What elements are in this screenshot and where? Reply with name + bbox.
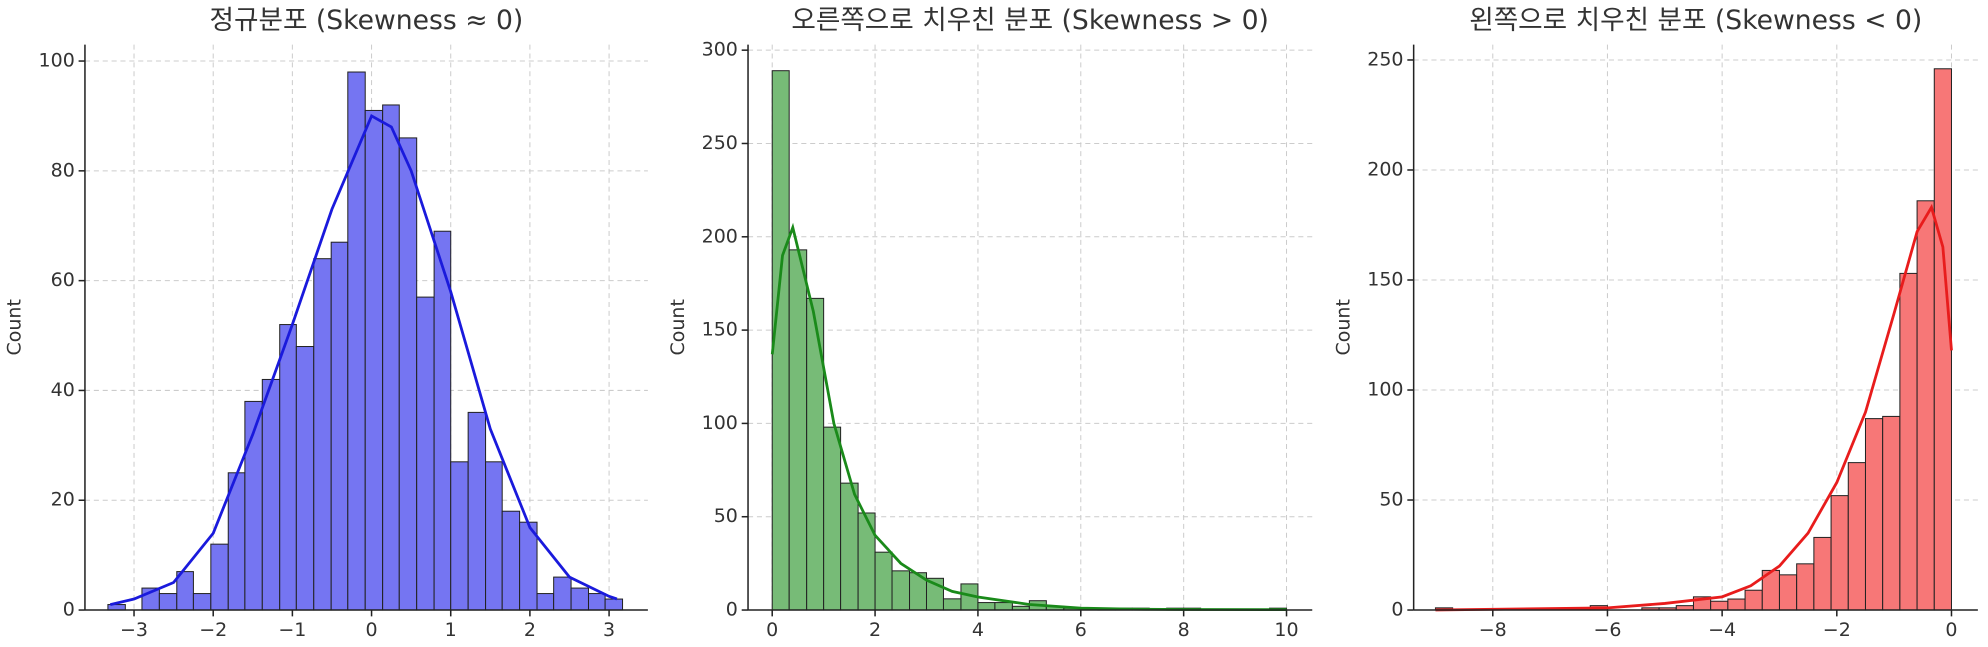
bar bbox=[570, 587, 590, 611]
bar bbox=[227, 472, 246, 611]
x-tick-label: −2 bbox=[199, 619, 227, 641]
kde-line bbox=[109, 113, 618, 606]
y-tick-label: 150 bbox=[702, 319, 738, 341]
y-tick-label: 250 bbox=[702, 132, 738, 154]
bar bbox=[587, 593, 606, 611]
y-tick-label: 50 bbox=[1379, 489, 1403, 511]
bar bbox=[1727, 598, 1746, 611]
y-tick-label: 80 bbox=[51, 159, 75, 181]
bar bbox=[874, 551, 893, 611]
bar bbox=[942, 598, 962, 611]
bar bbox=[1916, 200, 1935, 611]
bar bbox=[994, 602, 1013, 611]
chart-title: 오른쪽으로 치우친 분포 (Skewness > 0) bbox=[791, 5, 1269, 36]
y-tick-label: 200 bbox=[1367, 158, 1403, 180]
bar bbox=[501, 510, 521, 611]
x-tick-label: 2 bbox=[524, 619, 536, 641]
bar bbox=[398, 137, 418, 611]
bar bbox=[261, 378, 281, 611]
bar bbox=[553, 576, 572, 611]
x-tick-label: −4 bbox=[1708, 619, 1736, 641]
y-tick-label: 0 bbox=[726, 599, 738, 621]
bar bbox=[604, 598, 624, 611]
bar bbox=[788, 249, 808, 611]
bar bbox=[1744, 589, 1763, 611]
x-tick-label: −6 bbox=[1593, 619, 1621, 641]
x-tick-label: 1 bbox=[445, 619, 457, 641]
bar bbox=[192, 593, 212, 611]
bar bbox=[977, 602, 996, 611]
bar bbox=[279, 324, 297, 611]
bar bbox=[295, 346, 315, 611]
x-tick-label: −3 bbox=[120, 619, 148, 641]
x-tick-label: 0 bbox=[766, 619, 778, 641]
y-tick-label: 0 bbox=[63, 599, 75, 621]
bar bbox=[823, 426, 842, 611]
bar bbox=[1796, 563, 1815, 611]
y-tick-label: 250 bbox=[1367, 48, 1403, 70]
y-tick-label: 200 bbox=[702, 225, 738, 247]
bar bbox=[806, 297, 825, 611]
bar bbox=[1847, 462, 1866, 611]
x-tick-label: 10 bbox=[1274, 619, 1298, 641]
bar bbox=[1813, 536, 1832, 611]
bar bbox=[158, 593, 178, 611]
bar bbox=[382, 104, 400, 611]
x-tick-label: −8 bbox=[1479, 619, 1507, 641]
bar bbox=[1830, 495, 1849, 611]
y-tick-label: 40 bbox=[51, 379, 75, 401]
x-tick-label: 6 bbox=[1075, 619, 1087, 641]
bar bbox=[416, 296, 435, 611]
y-tick-label: 60 bbox=[51, 269, 75, 291]
y-tick-label: 100 bbox=[39, 50, 75, 72]
x-tick-label: 0 bbox=[1945, 619, 1957, 641]
x-tick-label: 4 bbox=[972, 619, 984, 641]
bar bbox=[330, 241, 349, 611]
x-tick-label: 0 bbox=[366, 619, 378, 641]
chart-title: 정규분포 (Skewness ≈ 0) bbox=[210, 5, 524, 36]
bar bbox=[485, 461, 503, 611]
bar bbox=[467, 411, 487, 611]
kde-line bbox=[1435, 203, 1953, 612]
y-axis-label: Count bbox=[667, 299, 689, 355]
y-tick-label: 100 bbox=[702, 412, 738, 434]
bar bbox=[891, 570, 911, 611]
bar bbox=[536, 593, 555, 611]
bar bbox=[1864, 418, 1884, 611]
y-tick-label: 100 bbox=[1367, 379, 1403, 401]
y-tick-label: 150 bbox=[1367, 268, 1403, 290]
bar bbox=[313, 258, 332, 611]
x-tick-label: 8 bbox=[1178, 619, 1190, 641]
y-tick-label: 300 bbox=[702, 39, 738, 61]
y-tick-label: 50 bbox=[714, 505, 738, 527]
bar bbox=[1899, 272, 1918, 611]
x-tick-label: 3 bbox=[603, 619, 615, 641]
y-axis-label: Count bbox=[4, 299, 26, 355]
y-axis-label: Count bbox=[1332, 299, 1354, 355]
bar bbox=[210, 543, 229, 611]
x-tick-label: 2 bbox=[869, 619, 881, 641]
kde-line bbox=[770, 222, 1287, 612]
bar bbox=[1933, 68, 1952, 611]
bar bbox=[364, 109, 384, 611]
bar bbox=[1882, 415, 1901, 611]
y-tick-label: 0 bbox=[1391, 599, 1403, 621]
bar bbox=[1710, 600, 1729, 611]
bar bbox=[1778, 574, 1798, 611]
bar bbox=[840, 482, 859, 611]
chart-title: 왼쪽으로 치우친 분포 (Skewness < 0) bbox=[1469, 5, 1922, 36]
y-tick-label: 20 bbox=[51, 489, 75, 511]
x-tick-label: −2 bbox=[1823, 619, 1851, 641]
bar bbox=[450, 461, 469, 611]
x-tick-label: −1 bbox=[278, 619, 306, 641]
